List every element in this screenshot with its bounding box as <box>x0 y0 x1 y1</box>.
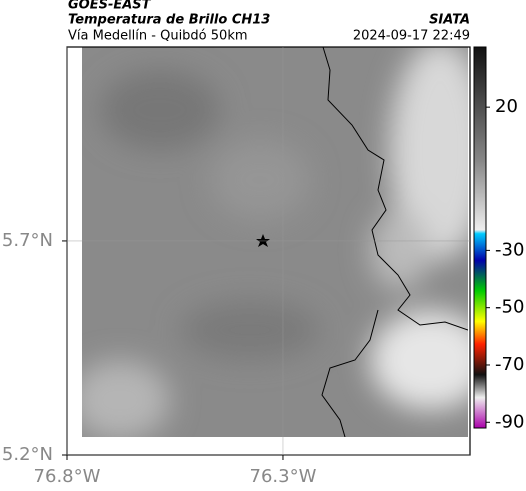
colorbar-tick-label: -50 <box>495 297 524 318</box>
title: GOES-EAST <box>68 0 152 13</box>
colorbar-tick-label: 20 <box>495 96 518 117</box>
colorbar-tick-label: -30 <box>495 239 524 260</box>
location-marker <box>256 234 270 247</box>
lon-tick-label: 76.8°W <box>34 466 101 487</box>
colorbar-tick-label: -70 <box>495 354 524 375</box>
datetime: 2024-09-17 22:49 <box>353 29 470 44</box>
colorbar <box>473 46 487 429</box>
satellite-image <box>82 47 468 437</box>
region: Vía Medellín - Quibdó 50km <box>68 29 248 44</box>
colorbar-tick-label: -90 <box>495 411 524 432</box>
agency: SIATA <box>429 13 470 28</box>
lon-tick-label: 76.3°W <box>250 466 317 487</box>
subtitle: Temperatura de Brillo CH13 <box>68 13 270 28</box>
lat-tick-label: 5.2°N <box>2 444 53 465</box>
lat-tick-label: 5.7°N <box>2 230 53 251</box>
